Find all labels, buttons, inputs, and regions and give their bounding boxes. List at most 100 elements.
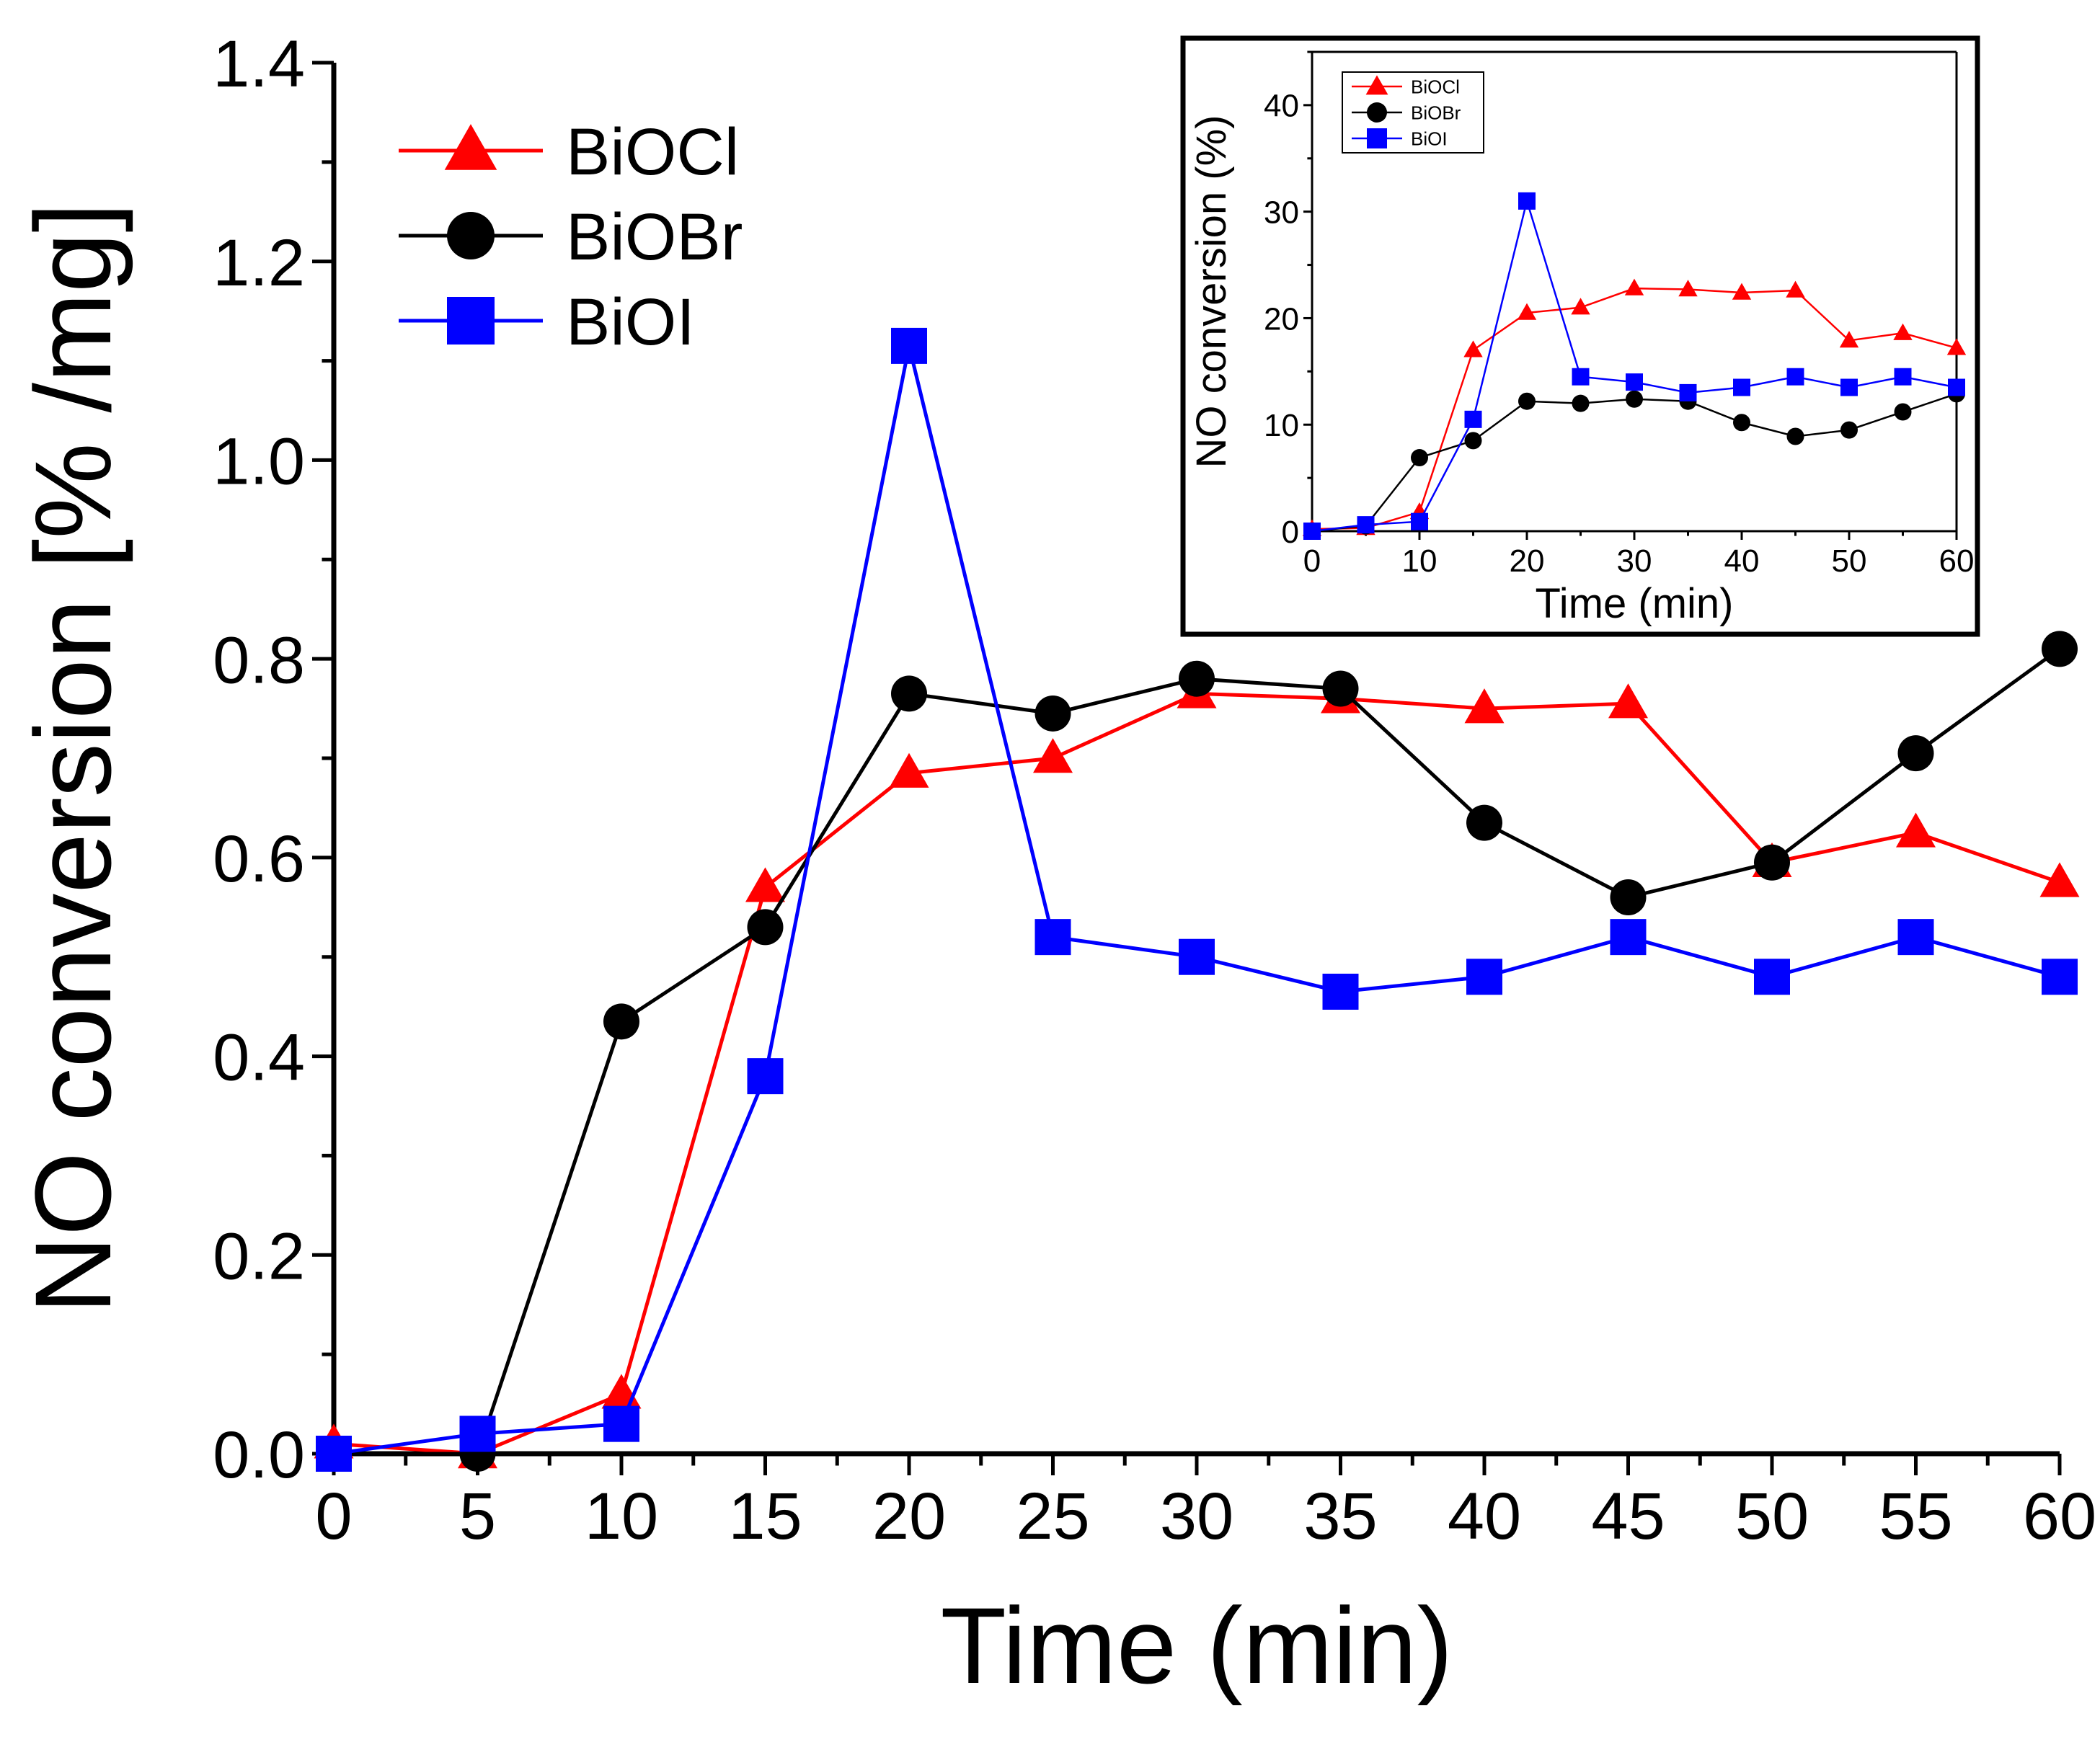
legend-label: BiOCl [1411, 76, 1460, 97]
data-point-BiOBr [1626, 390, 1643, 408]
data-point-BiOI [1786, 368, 1804, 386]
data-point-BiOBr [1897, 735, 1934, 772]
data-point-BiOI [1840, 378, 1858, 396]
axes: 0 5 10 15 20 25 30 35 40 45 50 55 60 0.0 0.2 0.4 0.6 0.8 1… [213, 27, 2096, 1553]
y-axis-title: NO conversion [% /mg] [12, 203, 133, 1314]
data-point-BiOBr [1572, 394, 1590, 412]
data-point-BiOI [1754, 959, 1790, 995]
x-tick-label: 20 [1510, 543, 1545, 579]
data-point-BiOI [891, 327, 927, 364]
legend-entry: BiOBr [1352, 102, 1461, 123]
data-point-BiOCl [1896, 812, 1936, 848]
legend-marker [1367, 102, 1387, 123]
y-tick-label: 0.8 [213, 623, 305, 697]
y-tick-label: 0.2 [213, 1219, 305, 1293]
legend-label: BiOI [1411, 128, 1448, 149]
data-point-BiOI [1035, 919, 1071, 956]
y-tick-label: 0 [1282, 515, 1299, 550]
y-tick-label: 1.4 [213, 27, 305, 101]
x-tick-label: 50 [1832, 543, 1867, 579]
series-BiOBr [316, 631, 2078, 1472]
data-point-BiOBr [1894, 403, 1912, 421]
x-axis-title: Time (min) [940, 1585, 1453, 1706]
data-point-BiOI [1322, 973, 1359, 1010]
x-tick-label: 30 [1160, 1480, 1233, 1553]
data-point-BiOI [1733, 378, 1750, 396]
legend: BiOCl BiOBr BiOI [1342, 71, 1484, 154]
legend-entry: BiOI [1352, 128, 1448, 149]
y-tick-label: 30 [1264, 195, 1299, 231]
data-point-BiOBr [1610, 879, 1647, 915]
legend-marker [447, 297, 495, 345]
data-point-BiOI [1610, 919, 1647, 956]
legend-label: BiOI [566, 285, 695, 359]
y-tick-label: 20 [1264, 301, 1299, 337]
legend-label: BiOCl [566, 115, 739, 189]
legend-entry: BiOI [399, 285, 695, 359]
data-point-BiOI [1411, 512, 1428, 530]
data-point-BiOBr [1733, 414, 1750, 432]
y-tick-label: 1.2 [213, 226, 305, 300]
data-point-BiOI [747, 1058, 784, 1095]
data-point-BiOBr [1464, 432, 1482, 450]
data-point-BiOI [603, 1405, 639, 1442]
data-point-BiOI [1357, 516, 1375, 534]
data-point-BiOCl [1517, 303, 1537, 320]
x-tick-label: 35 [1303, 1480, 1377, 1553]
data-point-BiOI [1948, 378, 1965, 396]
legend: BiOCl BiOBr BiOI [399, 115, 743, 359]
legend-marker [1367, 128, 1387, 148]
data-point-BiOCl [1786, 280, 1805, 298]
x-tick-label: 15 [728, 1480, 802, 1553]
y-tick-label: 0.4 [213, 1021, 305, 1095]
data-point-BiOCl [745, 867, 785, 902]
data-point-BiOI [316, 1436, 352, 1472]
data-point-BiOBr [2042, 631, 2078, 667]
data-point-BiOBr [1466, 804, 1502, 841]
data-point-BiOCl [1678, 280, 1698, 297]
data-point-BiOCl [1893, 323, 1913, 340]
data-point-BiOI [1466, 959, 1502, 995]
legend-box [1342, 71, 1484, 154]
data-point-BiOBr [747, 909, 784, 946]
main-chart: 0 5 10 15 20 25 30 35 40 45 50 55 60 0.0 0.2 0.4 0.6 0.8 1… [12, 27, 2096, 1706]
x-tick-label: 55 [1879, 1480, 1952, 1553]
data-point-BiOI [1572, 368, 1590, 386]
y-tick-label: 1.0 [213, 425, 305, 499]
x-tick-label: 40 [1448, 1480, 1521, 1553]
data-point-BiOCl [1463, 340, 1483, 357]
data-point-BiOI [1518, 192, 1536, 210]
x-tick-label: 0 [1303, 543, 1321, 579]
data-point-BiOCl [1624, 278, 1644, 295]
data-point-BiOI [1894, 368, 1912, 386]
x-tick-label: 10 [585, 1480, 658, 1553]
legend-label: BiOBr [566, 200, 743, 274]
data-point-BiOBr [1322, 670, 1359, 707]
data-point-BiOBr [1035, 695, 1071, 732]
data-point-BiOI [1626, 373, 1643, 391]
x-tick-label: 0 [315, 1480, 352, 1553]
data-point-BiOI [1464, 410, 1482, 428]
x-tick-label: 50 [1735, 1480, 1809, 1553]
data-point-BiOCl [889, 752, 929, 788]
data-point-BiOI [459, 1416, 496, 1452]
data-point-BiOBr [1518, 392, 1536, 410]
axes: 0 10 20 30 40 50 60 0 10 20 30 40 [1264, 50, 1974, 579]
legend-marker [1365, 75, 1388, 95]
x-tick-label: 30 [1617, 543, 1652, 579]
legend-label: BiOBr [1411, 102, 1461, 123]
data-point-BiOI [1303, 523, 1321, 540]
data-point-BiOBr [603, 1003, 639, 1040]
data-point-BiOBr [1179, 660, 1215, 697]
x-tick-label: 45 [1591, 1480, 1665, 1553]
data-point-BiOCl [1033, 738, 1073, 773]
legend-marker [447, 212, 495, 259]
data-point-BiOCl [1839, 331, 1859, 348]
series-BiOI [316, 327, 2078, 1472]
series-BiOI [1303, 192, 1965, 540]
x-tick-label: 60 [2023, 1480, 2096, 1553]
data-point-BiOCl [1732, 283, 1752, 300]
data-point-BiOCl [1464, 688, 1505, 724]
